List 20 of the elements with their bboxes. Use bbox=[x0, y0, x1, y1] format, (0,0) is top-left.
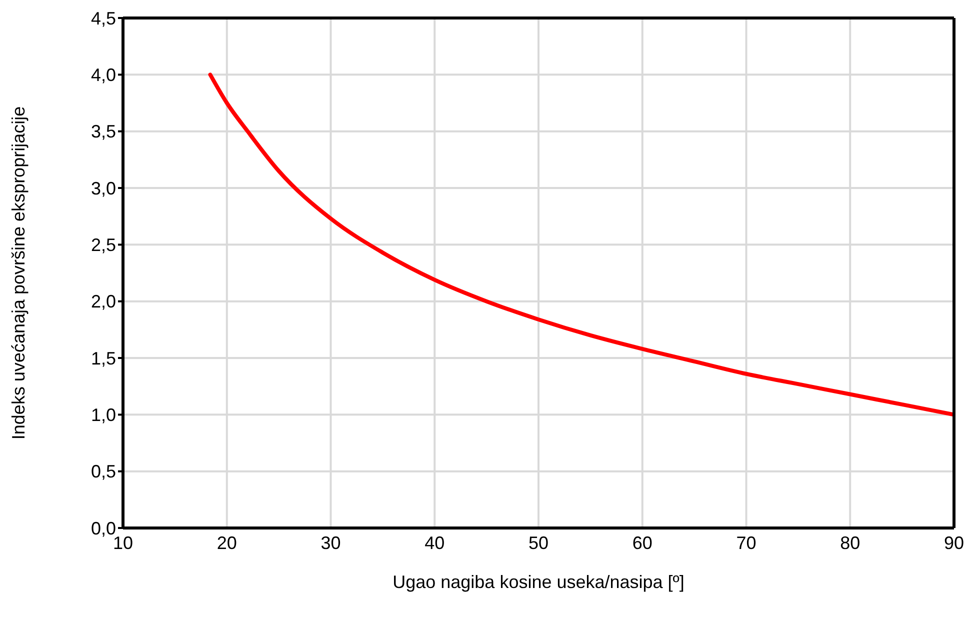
x-tick-label: 30 bbox=[320, 532, 341, 553]
y-tick-label: 2,0 bbox=[90, 292, 116, 312]
y-tick-label: 1,5 bbox=[90, 348, 116, 368]
y-tick-label: 4,5 bbox=[90, 8, 116, 28]
x-tick-label: 90 bbox=[944, 532, 964, 553]
x-tick-label: 20 bbox=[216, 532, 237, 553]
x-tick-label: 70 bbox=[736, 532, 756, 553]
line-series bbox=[208, 72, 954, 417]
y-tick-label: 2,5 bbox=[90, 235, 116, 256]
y-tick-label: 1,0 bbox=[90, 405, 116, 426]
y-tick-label: 3,0 bbox=[90, 178, 116, 198]
y-tick-label: 4,0 bbox=[90, 65, 116, 86]
x-tick-label: 50 bbox=[528, 532, 549, 553]
y-axis-title: Indeks uvećanaja površine eksproprijacije bbox=[8, 106, 28, 440]
y-tick-label: 3,5 bbox=[90, 122, 116, 142]
x-axis-title: Ugao nagiba kosine useka/nasipa [º] bbox=[392, 572, 684, 592]
x-tick-label: 40 bbox=[424, 532, 445, 553]
x-tick-label: 80 bbox=[840, 532, 860, 553]
y-tick-label: 0,5 bbox=[90, 462, 116, 482]
x-tick-label: 60 bbox=[632, 532, 652, 553]
